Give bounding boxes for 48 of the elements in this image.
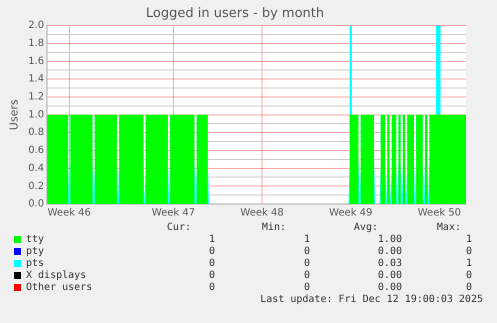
text: Last update: Fri Dec 12 19:00:03 2025 (260, 294, 483, 305)
x-tick-label: Week 48 (240, 208, 284, 219)
text: 0 (208, 270, 215, 281)
text: 0 (304, 270, 310, 281)
x-tick-label: Week 49 (329, 208, 372, 219)
legend-label: tty (26, 234, 44, 245)
text: 0.03 (378, 258, 402, 269)
text: 0 (208, 258, 215, 269)
y-tick-label: 0.2 (28, 180, 44, 192)
text: 0 (208, 246, 215, 257)
y-tick-label: 0.4 (28, 162, 44, 174)
text: Cur: (166, 222, 191, 233)
text: 1 (304, 234, 310, 245)
legend-label: pts (26, 258, 44, 269)
x-tick-label: Week 50 (418, 208, 462, 219)
y-tick-label: 1.8 (28, 38, 44, 50)
text: 0.00 (378, 282, 402, 293)
text: 1 (466, 234, 472, 245)
x-tick-label: Week 47 (152, 208, 196, 219)
legend-label: X displays (26, 270, 86, 281)
text: 0 (304, 246, 310, 257)
text: Max: (436, 222, 461, 233)
text: Avg: (354, 222, 378, 233)
y-tick-label: 1.0 (28, 109, 44, 120)
text: 0.00 (378, 270, 402, 281)
y-tick-label: 0.8 (28, 127, 44, 138)
legend-label: Other users (26, 282, 92, 293)
y-tick-label: 0.0 (28, 198, 44, 210)
y-tick-label: 1.4 (28, 74, 44, 85)
chart-title: Logged in users - by month (146, 6, 324, 22)
y-tick-label: 2.0 (28, 20, 44, 32)
text: 0.00 (378, 246, 402, 257)
text: Min: (262, 222, 286, 233)
y-tick-label: 0.6 (28, 145, 44, 156)
text: 0 (466, 270, 472, 281)
text: 0 (304, 282, 310, 293)
text: 0 (208, 282, 215, 293)
text: 0 (466, 246, 472, 257)
text: 1 (466, 258, 472, 269)
y-axis-title: Users (7, 99, 20, 130)
y-tick-label: 1.2 (28, 92, 44, 103)
x-tick-label: Week 46 (48, 208, 91, 219)
y-tick-label: 1.6 (28, 56, 44, 67)
text: 1.00 (378, 234, 402, 245)
text: 0 (304, 258, 310, 269)
text: 0 (466, 282, 472, 293)
legend-label: pty (26, 246, 44, 257)
text: 1 (208, 234, 215, 245)
